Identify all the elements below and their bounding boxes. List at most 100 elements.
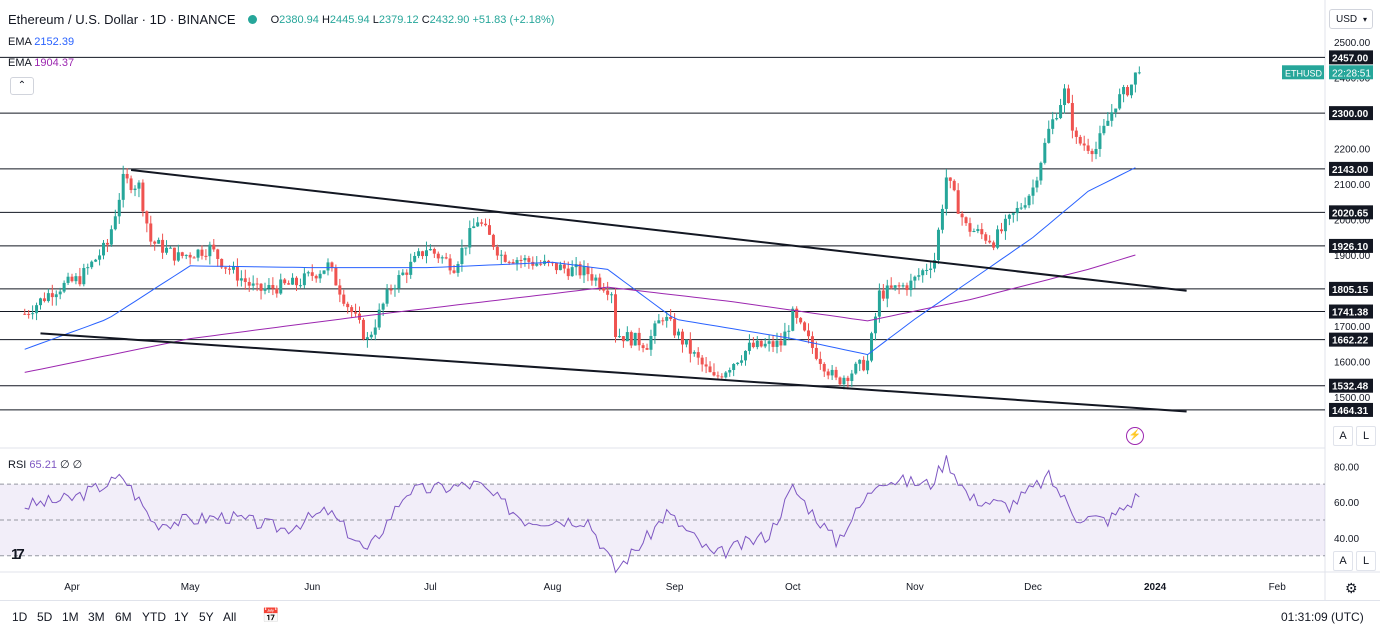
candle-body: [279, 279, 283, 294]
candle-body: [468, 228, 472, 248]
candle-body: [322, 270, 326, 274]
candle-body: [688, 339, 692, 354]
candle-body: [708, 366, 712, 373]
chevron-down-icon: ▾: [1362, 15, 1367, 24]
candle-body: [1082, 143, 1086, 146]
calendar-range-icon[interactable]: 📅: [262, 607, 280, 623]
candle-body: [787, 330, 791, 332]
time-tick-label: Jun: [304, 582, 320, 593]
candle-body: [291, 277, 295, 285]
log-scale-button[interactable]: L: [1356, 426, 1376, 446]
level-price-tag: [1329, 304, 1373, 319]
candle-body: [629, 332, 633, 346]
candle-body: [1031, 187, 1035, 196]
candle-body: [751, 342, 755, 348]
rsi-legend[interactable]: RSI 65.21 ∅ ∅: [8, 459, 83, 471]
candle-body: [976, 229, 980, 232]
candle-body: [208, 244, 212, 257]
candle-body: [696, 352, 700, 358]
level-price-tag: [1329, 205, 1373, 220]
candle-body: [1078, 136, 1082, 144]
price-tick-label: 1500.00: [1334, 393, 1371, 404]
candle-body: [66, 276, 70, 283]
candle-body: [783, 331, 787, 346]
candle-body: [897, 285, 901, 287]
candle-body: [452, 270, 456, 273]
candle-body: [393, 288, 397, 290]
candle-body: [94, 259, 98, 262]
candle-body: [231, 266, 235, 270]
candle-body: [519, 259, 523, 261]
candle-body: [763, 343, 767, 347]
lightning-icon[interactable]: ⚡: [1126, 427, 1144, 445]
candle-body: [929, 268, 933, 270]
ema-short-line: [24, 167, 1136, 356]
timeframe-5y[interactable]: 5Y: [199, 610, 214, 624]
candle-body: [275, 288, 279, 294]
currency-selector[interactable]: USD ▾: [1329, 9, 1373, 29]
timeframe-6m[interactable]: 6M: [115, 610, 132, 624]
timeframe-1d[interactable]: 1D: [12, 610, 28, 624]
price-chart[interactable]: 1500.001600.001700.001800.001900.002000.…: [0, 0, 1380, 600]
tradingview-logo-icon[interactable]: 17: [11, 546, 25, 563]
candle-body: [834, 369, 838, 378]
candle-body: [424, 250, 428, 257]
candle-body: [235, 266, 239, 281]
candle-body: [149, 223, 153, 242]
candle-body: [1066, 88, 1070, 104]
ema-short-legend[interactable]: EMA 2152.39: [8, 36, 75, 48]
candle-body: [775, 340, 779, 347]
level-price-label: 1741.38: [1332, 308, 1369, 319]
gear-icon[interactable]: ⚙: [1345, 580, 1358, 596]
timeframe-3m[interactable]: 3M: [88, 610, 105, 624]
candle-body: [877, 290, 881, 317]
candle-body: [547, 260, 551, 263]
time-tick-label: Sep: [666, 582, 684, 593]
level-price-tag: [1329, 50, 1373, 65]
ema-long-legend[interactable]: EMA 1904.37: [8, 57, 75, 69]
candle-body: [157, 239, 161, 244]
candle-body: [86, 267, 90, 269]
candle-body: [665, 316, 669, 321]
candle-body: [1094, 148, 1098, 155]
candle-body: [113, 216, 117, 230]
timeframe-5d[interactable]: 5D: [37, 610, 53, 624]
candle-body: [838, 377, 842, 385]
auto-scale-button[interactable]: A: [1333, 426, 1353, 446]
utc-clock[interactable]: 01:31:09 (UTC): [1281, 610, 1364, 624]
candle-body: [180, 252, 184, 256]
candle-body: [145, 211, 149, 224]
candle-body: [62, 282, 66, 292]
candle-body: [507, 261, 511, 263]
candle-body: [866, 360, 870, 371]
candle-body: [645, 348, 649, 350]
candle-body: [472, 226, 476, 229]
timeframe-1y[interactable]: 1Y: [174, 610, 189, 624]
candle-body: [318, 273, 322, 279]
candle-body: [385, 289, 389, 304]
candle-body: [653, 323, 657, 336]
rsi-log-scale-button[interactable]: L: [1356, 551, 1376, 571]
open-value: 2380.94: [279, 13, 319, 26]
candle-body: [369, 334, 373, 338]
level-price-label: 1532.48: [1332, 382, 1369, 393]
candle-body: [255, 283, 259, 285]
symbol-title[interactable]: Ethereum / U.S. Dollar · 1D · BINANCE: [8, 12, 236, 27]
chevron-up-icon[interactable]: ⌃: [10, 77, 34, 95]
timeframe-all[interactable]: All: [223, 610, 237, 624]
candle-body: [732, 364, 736, 371]
ema-short-value: 2152.39: [34, 36, 75, 48]
candle-body: [850, 373, 854, 381]
time-tick-label: May: [181, 582, 200, 593]
timeframe-ytd[interactable]: YTD: [142, 610, 166, 624]
rsi-auto-scale-button[interactable]: A: [1333, 551, 1353, 571]
candle-body: [436, 253, 440, 259]
candle-body: [23, 313, 27, 315]
timeframe-1m[interactable]: 1M: [62, 610, 79, 624]
candle-body: [346, 303, 350, 308]
candle-body: [893, 285, 897, 288]
candle-body: [1035, 180, 1039, 188]
candle-body: [657, 320, 661, 324]
candle-body: [1003, 218, 1007, 232]
level-price-tag: [1329, 378, 1373, 393]
